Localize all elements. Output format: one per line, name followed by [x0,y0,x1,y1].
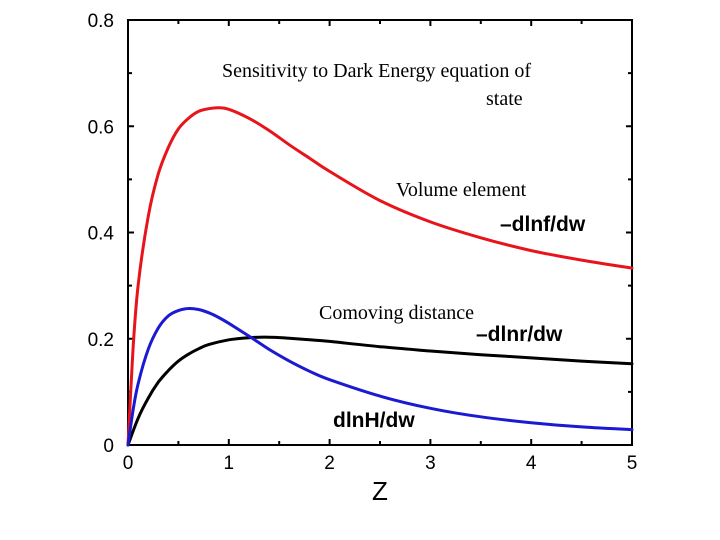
volume-element-annotation: Volume element [396,179,527,201]
y-tick-label: 0.6 [88,117,114,138]
series-label-dlnf: –dlnf/dw [500,213,586,236]
x-tick-label: 2 [324,453,335,474]
y-tick-label: 0.4 [88,224,115,245]
x-tick-label: 1 [224,453,235,474]
series-label-dlnh: dlnH/dw [333,409,415,432]
heading-line-1: Sensitivity to Dark Energy equation of [222,60,531,82]
x-tick-label: 3 [425,453,436,474]
x-axis-title: Z [372,476,388,506]
axis-tick-labels: 0 1 2 3 4 5 0 0.2 0.4 0.6 0.8 [88,11,638,474]
y-tick-label: 0 [103,436,114,457]
comoving-distance-annotation: Comoving distance [319,302,474,324]
x-tick-label: 5 [627,453,638,474]
heading-line-2: state [486,88,523,110]
x-tick-label: 4 [526,453,537,474]
y-tick-label: 0.2 [88,330,114,351]
series-line-2 [126,306,634,447]
series-label-dlnr: –dlnr/dw [476,323,563,346]
series-curves [126,106,634,447]
series-line-0 [126,106,634,447]
y-tick-label: 0.8 [88,11,114,32]
x-tick-label: 0 [123,453,134,474]
